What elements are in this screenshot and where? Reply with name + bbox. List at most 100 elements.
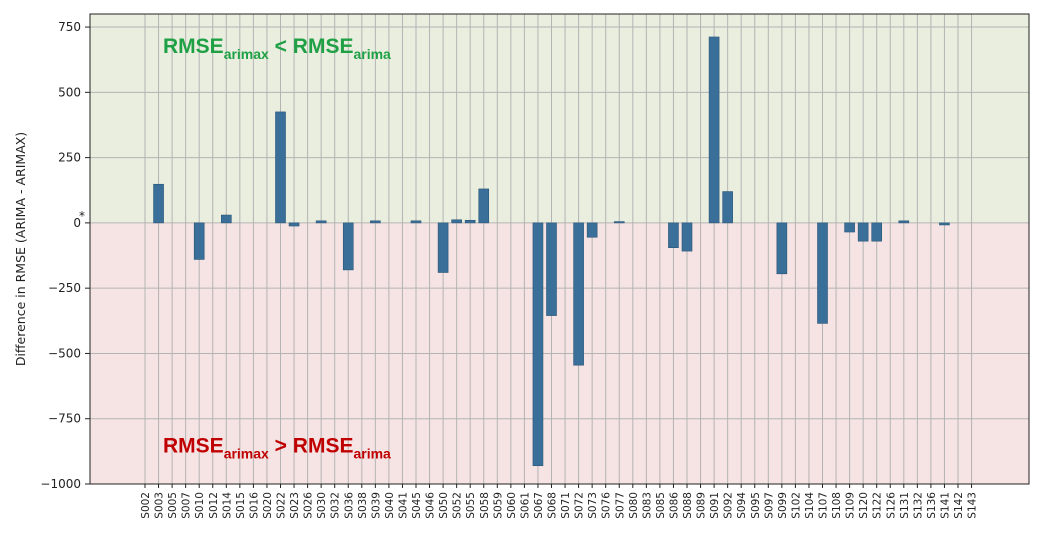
x-tick-label: S088 [682,492,694,519]
x-tick-label: S126 [885,492,897,519]
annotation-bottom-main: RMSE [163,435,224,458]
x-tick-label: S030 [316,492,328,519]
bar-S077 [613,221,625,224]
zero-marker: * [79,209,85,223]
x-tick-label: S107 [818,492,830,519]
bar-S109 [844,222,855,233]
x-tick-label: S092 [723,492,735,519]
y-tick-label: 500 [58,85,81,99]
x-tick-label: S058 [479,492,491,519]
x-tick-label: S102 [790,492,802,519]
x-tick-label: S059 [492,492,504,519]
x-tick-label: S073 [587,492,599,519]
bar-S092 [722,191,733,224]
background-regions [90,14,1029,484]
x-tick-label: S041 [397,492,409,519]
bar-S036 [342,222,354,271]
positive-region [90,14,1029,223]
annotation-top: RMSEarimax < RMSEarima [163,35,391,62]
bar-S052 [451,219,462,224]
x-tick-label: S040 [384,492,396,519]
x-tick-label: S046 [425,492,437,519]
x-tick-label: S099 [777,492,789,519]
bar-S068 [546,222,557,316]
y-tick-label: 750 [58,20,81,34]
x-tick-label: S122 [872,492,884,519]
x-tick-label: S002 [140,492,152,519]
x-tick-label: S131 [899,492,911,519]
bar-S073 [586,222,598,238]
x-tick-label: S108 [831,492,843,519]
x-tick-label: S094 [736,492,748,519]
bar-S099 [776,222,788,275]
y-tick-label: 250 [58,151,81,165]
x-tick-label: S020 [262,492,274,519]
annotation-top-main2: RMSE [293,35,354,58]
bar-S122 [871,222,883,242]
x-tick-label: S083 [641,492,653,519]
y-axis-label: Difference in RMSE (ARIMA - ARIMAX) [13,132,28,366]
x-tick-label: S039 [370,492,382,519]
x-tick-label: S061 [519,492,531,519]
x-tick-label: S014 [221,492,233,519]
bar-S045 [410,220,422,224]
x-tick-label: S120 [858,492,870,519]
bar-S039 [370,220,381,224]
annotation-bottom-op: > [269,435,293,458]
x-tick-label: S045 [411,492,423,519]
x-tick-label: S016 [248,492,260,519]
x-tick-label: S109 [845,492,857,519]
x-tick-label: S071 [560,492,572,519]
y-tick-label: −500 [48,346,81,360]
annotation-top-main: RMSE [163,35,224,58]
x-tick-label: S050 [438,492,450,519]
bar-S131 [898,220,910,224]
x-tick-label: S003 [154,492,166,519]
bar-S003 [153,183,164,224]
y-axis-ticks: 750 500 250 0 −250 −500 −750 −1000 [40,20,90,491]
bar-S014 [221,214,232,224]
x-tick-label: S060 [506,492,518,519]
x-tick-label: S143 [967,492,979,519]
x-tick-label: S141 [939,492,951,519]
x-tick-label: S012 [208,492,220,519]
bar-S010 [193,222,205,260]
bar-S120 [857,222,869,242]
x-axis-ticks: S002 S003 S005 S007 S010 S012 S014 S015 S016 S020… [140,484,979,519]
x-tick-label: S067 [533,492,545,519]
x-tick-label: S132 [912,492,924,519]
x-tick-label: S080 [628,492,640,519]
x-tick-label: S007 [181,492,193,519]
x-tick-label: S026 [303,492,315,519]
bar-S055 [464,219,476,224]
x-tick-label: S091 [709,492,721,519]
annotation-top-sub2: arima [353,46,391,62]
x-tick-label: S015 [235,492,247,519]
bar-S072 [573,222,584,366]
annotation-top-sub1: arimax [224,46,269,62]
x-tick-label: S072 [574,492,586,519]
x-tick-label: S052 [452,492,464,519]
x-tick-label: S038 [357,492,369,519]
x-tick-label: S076 [601,492,613,519]
bar-S030 [315,220,327,224]
x-tick-label: S010 [194,492,206,519]
x-tick-label: S032 [330,492,342,519]
x-tick-label: S036 [343,492,355,519]
annotation-top-op: < [269,35,293,58]
x-tick-label: S055 [465,492,477,519]
y-tick-label: −750 [48,412,81,426]
x-tick-label: S095 [750,492,762,519]
bar-S107 [817,222,828,324]
annotation-bottom-main2: RMSE [293,435,354,458]
x-tick-label: S089 [696,492,708,519]
bar-S088 [681,222,693,252]
bar-S050 [437,222,449,273]
x-tick-label: S142 [953,492,965,519]
annotation-bottom-sub1: arimax [224,446,269,462]
x-tick-label: S136 [926,492,938,519]
x-tick-label: S104 [804,492,816,519]
x-tick-label: S077 [614,492,626,519]
bar-S022 [275,111,286,224]
